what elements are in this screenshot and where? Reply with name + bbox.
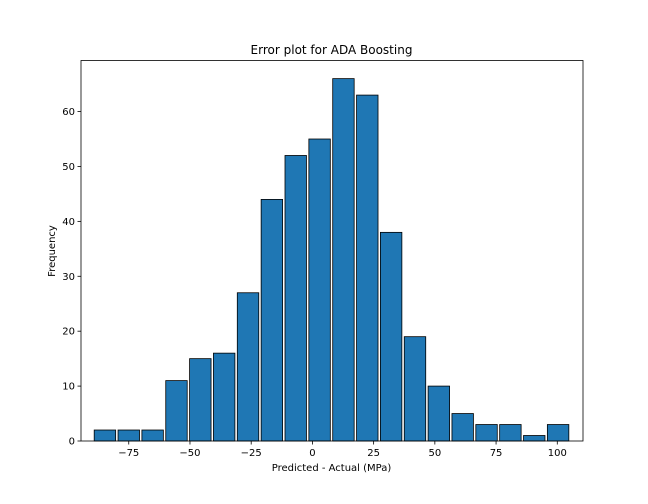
y-tick-label: 60 [62, 107, 75, 118]
y-axis-ticks: 0 10 20 30 40 50 60 [62, 107, 81, 448]
x-tick-label: 100 [548, 448, 567, 459]
histogram-bar [260, 199, 284, 442]
histogram-bar [427, 385, 450, 442]
histogram-bar [356, 94, 379, 442]
histogram-bar [308, 138, 331, 442]
histogram-bar [451, 413, 474, 442]
y-tick-label: 30 [62, 272, 75, 283]
x-axis-ticks: −75 −50 −25 0 25 50 75 100 [118, 441, 567, 459]
plot-frame [80, 60, 584, 442]
histogram-bar [380, 231, 403, 442]
y-tick-label: 50 [62, 162, 75, 173]
histogram-bar [499, 424, 522, 442]
y-tick-label: 0 [69, 437, 75, 448]
histogram-bar [546, 424, 570, 442]
histogram-bar [165, 380, 188, 442]
bars-group [93, 78, 570, 442]
histogram-bar [93, 429, 117, 442]
x-tick-label: 50 [428, 448, 441, 459]
histogram-bar [284, 155, 307, 442]
histogram-bar [213, 352, 236, 442]
y-tick-label: 10 [62, 382, 75, 393]
x-tick-label: −75 [118, 448, 139, 459]
x-tick-label: −25 [241, 448, 262, 459]
histogram-bar [523, 435, 546, 442]
y-tick-label: 40 [62, 217, 75, 228]
chart-title: Error plot for ADA Boosting [251, 43, 413, 57]
y-tick-label: 20 [62, 327, 75, 338]
x-tick-label: −50 [179, 448, 200, 459]
x-axis-label: Predicted - Actual (MPa) [272, 463, 392, 474]
histogram-bar [189, 358, 212, 442]
y-axis-label: Frequency [47, 225, 58, 277]
histogram-bar [117, 429, 140, 442]
x-tick-label: 0 [309, 448, 315, 459]
histogram-bar [403, 336, 427, 442]
histogram-bar [475, 424, 498, 442]
histogram-bar [332, 78, 355, 442]
histogram-bar [141, 429, 164, 442]
x-tick-label: 75 [490, 448, 503, 459]
histogram-bar [236, 292, 260, 442]
x-tick-label: 25 [367, 448, 380, 459]
